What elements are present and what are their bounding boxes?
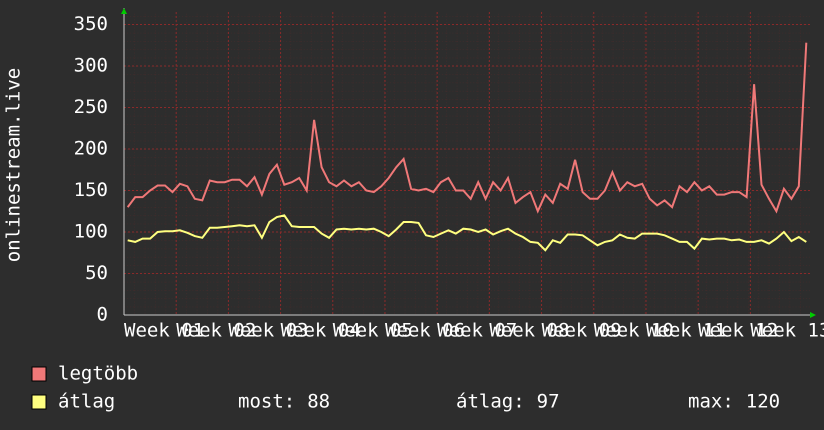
x-tick-label: Week 03 [228,320,308,342]
stat-value: 88 [307,391,330,413]
y-tick-label: 350 [74,13,108,35]
axis-arrow [810,312,816,318]
x-tick-label: Week 11 [646,320,726,342]
minor-grid [124,12,810,315]
stat-label: max: [688,391,734,413]
y-tick-label: 150 [74,179,108,201]
x-tick-label: Week 08 [489,320,569,342]
y-tick-label: 50 [85,262,108,284]
x-tick-label: Week 10 [594,320,674,342]
x-tick-label: Week 12 [698,320,778,342]
stat-value: 97 [537,391,560,413]
y-tick-label: 100 [74,220,108,242]
axis-arrow [121,8,127,14]
y-axis-label: onlinestream.live [3,68,25,262]
stat-label: most: [238,391,295,413]
x-tick-label: Week 01 [124,320,204,342]
x-tick-label: Week 02 [176,320,256,342]
series-line [126,42,808,214]
legend-label: átlag [58,391,115,413]
y-tick-label: 200 [74,137,108,159]
x-tick-label: Week 05 [333,320,413,342]
stat-label: átlag: [456,391,525,413]
series-line [127,214,807,252]
y-tick-label: 0 [97,304,108,326]
legend-swatch [31,394,47,410]
x-tick-label: Week 04 [281,320,361,342]
y-tick-label: 250 [74,96,108,118]
x-tick-label: Week 13 [750,320,824,342]
x-tick-label: Week 09 [542,320,622,342]
stat-value: 120 [746,391,780,413]
y-tick-label: 300 [74,54,108,76]
legend-swatch [31,366,47,382]
x-tick-label: Week 06 [385,320,465,342]
legend-label: legtöbb [58,363,138,385]
x-tick-label: Week 07 [437,320,517,342]
